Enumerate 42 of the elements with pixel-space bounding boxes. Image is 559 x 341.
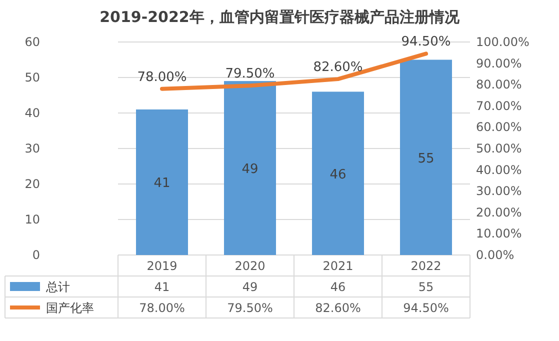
text: 41	[154, 176, 170, 192]
chart-title: 2019-2022年，血管内留置针医疗器械产品注册情况	[100, 8, 460, 26]
data-label: 94.50%	[403, 301, 449, 315]
y2-tick-label: 20.00%	[476, 205, 522, 220]
y-tick-label: 30	[24, 142, 40, 156]
bar	[312, 92, 364, 255]
y2-tick-label: 10.00%	[476, 226, 522, 241]
y-tick-label: 40	[24, 106, 40, 120]
data-label: 78.00%	[139, 301, 185, 315]
data-label: 41	[154, 280, 170, 294]
series: 78.00% 79.50% 82.60% 94.50%	[137, 34, 451, 91]
y2-tick-label: 70.00%	[476, 98, 522, 113]
legend-label: 国产化率	[46, 301, 94, 315]
y-tick-label: 60	[24, 35, 40, 49]
bar	[136, 109, 188, 255]
bar	[400, 60, 452, 255]
x-tick-label: 2022	[410, 259, 442, 273]
x-tick-label: 2020	[234, 259, 266, 273]
y-tick-label: 0	[32, 248, 40, 262]
y2-tick-label: 90.00%	[476, 56, 522, 70]
text: 49	[242, 162, 258, 178]
data-label: 49	[242, 280, 258, 294]
legend-label: 总计	[45, 280, 70, 294]
y2-tick-label: 100.00%	[476, 35, 530, 49]
data-label: 82.60%	[315, 301, 361, 315]
data-label: 79.50%	[227, 301, 273, 315]
y2-tick-label: 60.00%	[476, 120, 522, 134]
y-tick-label: 20	[24, 177, 40, 191]
y2-tick-label: 30.00%	[476, 184, 522, 198]
data-label: 46	[330, 280, 346, 294]
y2-tick-label: 80.00%	[476, 78, 522, 92]
y2-tick-label: 50.00%	[476, 142, 522, 156]
x-tick-label: 2021	[322, 259, 354, 273]
data-label: 55	[418, 280, 434, 294]
text: 55	[418, 151, 434, 166]
y-tick-label: 10	[24, 212, 40, 226]
y2-tick-label: 0.00%	[476, 248, 514, 262]
text: 46	[330, 167, 346, 182]
y-tick-label: 50	[24, 70, 40, 84]
bar	[224, 81, 276, 255]
y2-tick-label: 40.00%	[476, 162, 522, 177]
x-tick-label: 2019	[146, 259, 178, 273]
